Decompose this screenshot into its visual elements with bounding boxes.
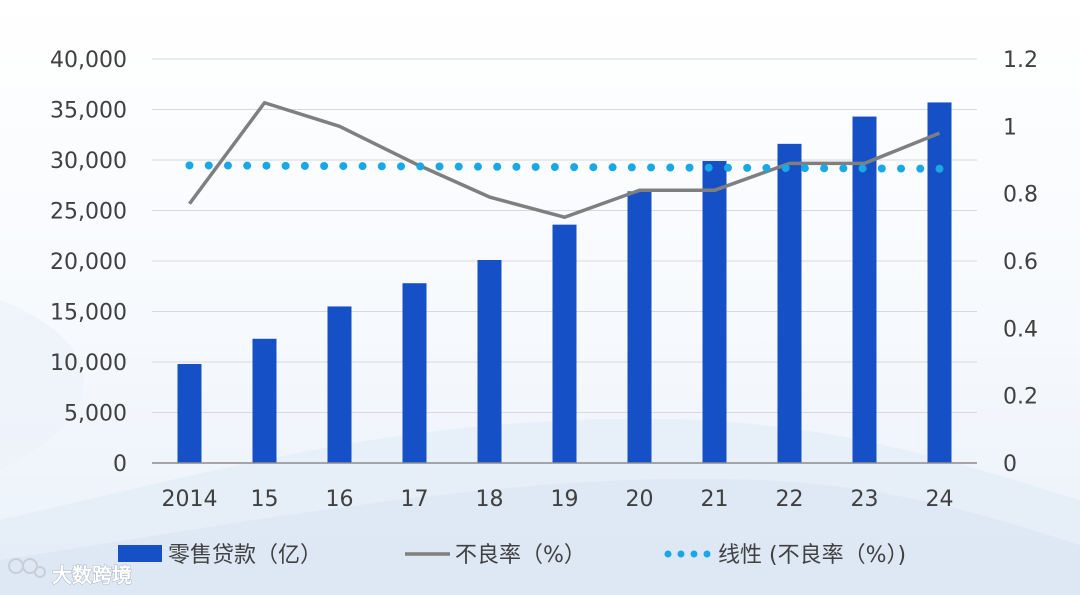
trendline-dot — [743, 163, 752, 172]
trendline-dot — [204, 161, 213, 170]
y-left-tick-label: 15,000 — [50, 301, 127, 326]
x-tick-label: 19 — [551, 487, 579, 512]
y-right-tick-label: 0.2 — [1003, 385, 1038, 410]
trendline-dot — [916, 164, 925, 173]
line-path — [188, 101, 941, 219]
x-tick-label: 16 — [326, 487, 354, 512]
trendline-dot — [185, 161, 194, 170]
trendline-dot — [339, 162, 348, 171]
y-right-tick-label: 1 — [1003, 115, 1017, 140]
trendline-dot — [820, 164, 829, 173]
y-axis-left: 0 5,000 10,000 15,000 20,000 25,000 30,000 35,0… — [50, 48, 127, 477]
y-right-tick-label: 0.8 — [1003, 183, 1038, 208]
y-left-tick-label: 40,000 — [50, 48, 127, 73]
trendline-dot — [454, 162, 463, 171]
x-tick-label: 17 — [401, 487, 429, 512]
trendline-dot — [877, 164, 886, 173]
bar — [627, 191, 652, 463]
y-left-tick-label: 20,000 — [50, 250, 127, 275]
trendline-dot — [589, 163, 598, 172]
watermark-text: 大数跨境 — [52, 563, 132, 587]
legend-label-bar: 零售贷款（亿） — [168, 543, 322, 568]
bar — [402, 283, 427, 463]
y-right-tick-label: 0.6 — [1003, 250, 1038, 275]
bar — [552, 224, 577, 463]
trendline-dot — [531, 162, 540, 171]
trendline-dot — [416, 162, 425, 171]
bar — [477, 259, 502, 463]
trendline-dot — [723, 163, 732, 172]
bar — [852, 116, 877, 463]
trendline-dot — [935, 164, 944, 173]
trendline-dot — [397, 162, 406, 171]
bar — [177, 364, 202, 463]
watermark: 大数跨境 — [8, 558, 132, 587]
trendline-dot — [897, 164, 906, 173]
x-tick-label: 24 — [926, 487, 954, 512]
trendline-dot — [512, 162, 521, 171]
bar — [702, 161, 727, 463]
trendline-dot — [281, 161, 290, 170]
trendline-dot — [473, 162, 482, 171]
y-axis-right: 0 0.2 0.4 0.6 0.8 1 1.2 — [1003, 48, 1038, 477]
trendline-dot — [627, 163, 636, 172]
trendline-dot — [685, 163, 694, 172]
y-right-tick-label: 1.2 — [1003, 48, 1038, 73]
trendline-dot — [243, 161, 252, 170]
trendline-dot — [550, 163, 559, 172]
bar-series — [177, 102, 952, 464]
x-tick-label: 2014 — [162, 487, 218, 512]
trendline-dot — [647, 163, 656, 172]
x-tick-label: 23 — [851, 487, 879, 512]
x-tick-label: 21 — [701, 487, 729, 512]
y-left-tick-label: 0 — [113, 452, 127, 477]
trendline-dot — [781, 164, 790, 173]
x-tick-label: 22 — [776, 487, 804, 512]
y-left-tick-label: 10,000 — [50, 351, 127, 376]
y-left-tick-label: 30,000 — [50, 149, 127, 174]
y-right-tick-label: 0 — [1003, 452, 1017, 477]
butterfly-logo-icon — [8, 558, 46, 578]
x-tick-label: 15 — [251, 487, 279, 512]
line-series — [188, 101, 941, 219]
y-left-tick-label: 5,000 — [64, 402, 127, 427]
x-tick-label: 18 — [476, 487, 504, 512]
x-axis-tick-labels: 2014 15 16 17 18 19 20 21 22 23 24 — [162, 487, 954, 512]
trendline-dot — [262, 161, 271, 170]
trendline-dot — [320, 161, 329, 170]
y-right-tick-label: 0.4 — [1003, 317, 1038, 342]
trendline-dot — [493, 162, 502, 171]
gridlines — [152, 58, 977, 413]
legend-swatch-trendline — [664, 550, 711, 558]
bar — [927, 102, 952, 464]
bar — [777, 143, 802, 463]
trendline-dot — [358, 162, 367, 171]
trendline-dot — [570, 163, 579, 172]
y-left-tick-label: 35,000 — [50, 99, 127, 124]
trendline-dot — [800, 164, 809, 173]
legend-swatch-bar — [118, 545, 162, 562]
x-tick-label: 20 — [626, 487, 654, 512]
trendline-dot — [223, 161, 232, 170]
trendline-dot — [858, 164, 867, 173]
trendline-dot — [704, 163, 713, 172]
trendline-dot — [435, 162, 444, 171]
bar — [252, 338, 277, 463]
trendline-series — [185, 161, 944, 173]
legend-label-line: 不良率（%） — [455, 543, 586, 568]
trendline-dot — [839, 164, 848, 173]
trendline-dot — [666, 163, 675, 172]
trendline-dot — [762, 163, 771, 172]
bar — [327, 306, 352, 463]
trendline-dot — [608, 163, 617, 172]
legend-label-trendline: 线性 (不良率（%）) — [718, 543, 906, 568]
trendline-dot — [377, 162, 386, 171]
legend: 零售贷款（亿） 不良率（%） 线性 (不良率（%）) — [118, 543, 906, 568]
trendline-dot — [300, 161, 309, 170]
y-left-tick-label: 25,000 — [50, 200, 127, 225]
